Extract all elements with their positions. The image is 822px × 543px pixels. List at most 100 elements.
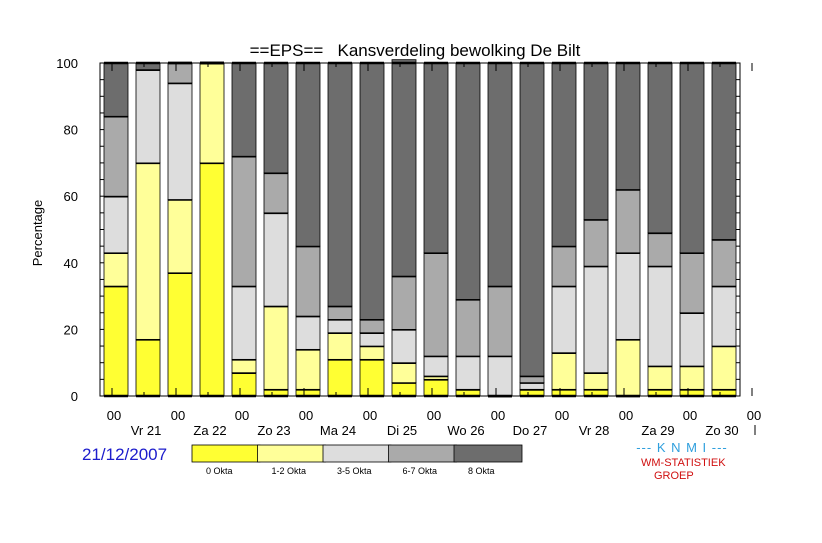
bar-segment-3-5-okta xyxy=(327,319,353,334)
y-tick-label: 100 xyxy=(56,56,78,71)
bar-segment-3-5-okta xyxy=(167,82,193,200)
bar-segment-3-5-okta xyxy=(263,212,289,307)
bar-segment-1-2-okta xyxy=(647,365,673,390)
bar-segment-6-7-okta xyxy=(615,189,641,254)
bar-segment-6-7-okta xyxy=(711,239,737,287)
legend-label: 8 Okta xyxy=(468,466,495,476)
bar-segment-8-okta xyxy=(263,62,289,174)
bar-segment-8-okta xyxy=(359,62,385,320)
wm-statistiek-label: WM-STATISTIEK xyxy=(641,457,726,469)
bar-segment-1-2-okta xyxy=(583,372,609,390)
x-tick-label-hour: 00 xyxy=(235,408,249,423)
bar-segment-1-2-okta xyxy=(263,305,289,390)
bar-segment-1-2-okta xyxy=(231,358,257,374)
bar-segment-6-7-okta xyxy=(327,305,353,320)
bar-segment-6-7-okta xyxy=(167,62,193,84)
bar-segment-0-okta xyxy=(327,358,353,397)
legend-label: 6-7 Okta xyxy=(403,466,438,476)
bar-segment-3-5-okta xyxy=(135,69,161,164)
bar-segment-3-5-okta xyxy=(391,328,417,364)
bar-segment-8-okta xyxy=(295,62,321,247)
x-day-label: Zo 23 xyxy=(257,423,290,438)
bar-segment-0-okta xyxy=(359,358,385,397)
bar-segment-6-7-okta xyxy=(359,319,385,334)
bar-segment-1-2-okta xyxy=(199,62,225,164)
bar-segment-3-5-okta xyxy=(231,285,257,360)
bar-segment-1-2-okta xyxy=(167,199,193,274)
issue-date: 21/12/2007 xyxy=(82,445,168,464)
groep-label: GROEP xyxy=(654,470,694,482)
bar-segment-6-7-okta xyxy=(263,172,289,214)
bar-segment-0-okta xyxy=(135,338,161,397)
bar-segment-0-okta xyxy=(231,372,257,397)
y-tick-label: 0 xyxy=(71,389,78,404)
bar-segment-0-okta xyxy=(423,378,449,397)
bar-segment-6-7-okta xyxy=(455,299,481,357)
bar-segment-3-5-okta xyxy=(423,355,449,377)
legend-swatch xyxy=(453,444,523,463)
x-tick-label-hour: 00 xyxy=(107,408,121,423)
legend-label: 0 Okta xyxy=(206,466,233,476)
bar-segment-0-okta xyxy=(199,162,225,397)
bar-segment-3-5-okta xyxy=(359,332,385,347)
bar-segment-1-2-okta xyxy=(615,338,641,397)
x-day-label: Wo 26 xyxy=(447,423,484,438)
x-day-label: Ma 24 xyxy=(320,423,356,438)
plot-area: 0 20 40 60 80 100 00 00 00 00 00 00 00 00 00 00 00 Vr 21 Z… xyxy=(56,56,761,438)
bar-segment-3-5-okta xyxy=(295,315,321,350)
bar-segment-8-okta xyxy=(231,62,257,157)
bar-segment-8-okta xyxy=(455,62,481,300)
plot-frame xyxy=(99,62,741,397)
bar-segment-1-2-okta xyxy=(679,365,705,390)
bar-segment-6-7-okta xyxy=(423,252,449,357)
bar-segment-1-2-okta xyxy=(327,332,353,360)
x-day-label: Di 25 xyxy=(387,423,417,438)
bar-segment-8-okta xyxy=(615,62,641,190)
bar-segment-8-okta xyxy=(423,62,449,254)
bar-segment-6-7-okta xyxy=(487,285,513,357)
bar-segment-8-okta xyxy=(583,62,609,220)
legend-swatch xyxy=(191,444,261,463)
bar-segment-1-2-okta xyxy=(359,345,385,360)
bar-segment-3-5-okta xyxy=(647,265,673,367)
legend-label: 1-2 Okta xyxy=(272,466,307,476)
x-day-label: Za 29 xyxy=(641,423,674,438)
bar-segment-8-okta xyxy=(711,62,737,240)
bar-segment-8-okta xyxy=(679,62,705,254)
legend: 0 Okta 1-2 Okta 3-5 Okta 6-7 Okta 8 Okta xyxy=(191,444,523,476)
bar-segment-8-okta xyxy=(327,62,353,307)
bar-segment-8-okta xyxy=(391,59,417,277)
x-day-label: Vr 21 xyxy=(131,423,162,438)
bar-segment-1-2-okta xyxy=(135,162,161,340)
y-tick-label: 20 xyxy=(64,322,78,337)
x-tick-label-hour: 00 xyxy=(491,408,505,423)
y-tick-label: 40 xyxy=(64,256,78,271)
x-tick-label-hour: 00 xyxy=(555,408,569,423)
bar-segment-6-7-okta xyxy=(231,155,257,287)
bar-segment-8-okta xyxy=(519,62,545,377)
bar-segment-1-2-okta xyxy=(711,345,737,390)
bar-segment-3-5-okta xyxy=(679,312,705,367)
bar-segment-3-5-okta xyxy=(615,252,641,340)
x-day-label: Za 22 xyxy=(193,423,226,438)
bar-segment-3-5-okta xyxy=(583,265,609,374)
x-day-label: Vr 28 xyxy=(579,423,610,438)
x-tick-label-hour: 00 xyxy=(299,408,313,423)
y-tick-label: 80 xyxy=(64,123,78,138)
bar-segment-8-okta xyxy=(487,62,513,287)
x-tick-label-hour: 00 xyxy=(683,408,697,423)
bar-segment-3-5-okta xyxy=(487,355,513,397)
y-tick-label: 60 xyxy=(64,189,78,204)
x-day-label: Do 27 xyxy=(513,423,548,438)
knmi-label: --- K N M I --- xyxy=(636,440,728,455)
bar-segment-0-okta xyxy=(103,285,129,397)
bar-segment-8-okta xyxy=(551,62,577,247)
x-tick-label-hour: 00 xyxy=(747,408,761,423)
bar-segment-6-7-okta xyxy=(295,245,321,317)
x-tick-label-hour: 00 xyxy=(363,408,377,423)
bar-segment-1-2-okta xyxy=(551,352,577,390)
bar-segment-1-2-okta xyxy=(391,362,417,384)
bar-segment-0-okta xyxy=(167,272,193,397)
